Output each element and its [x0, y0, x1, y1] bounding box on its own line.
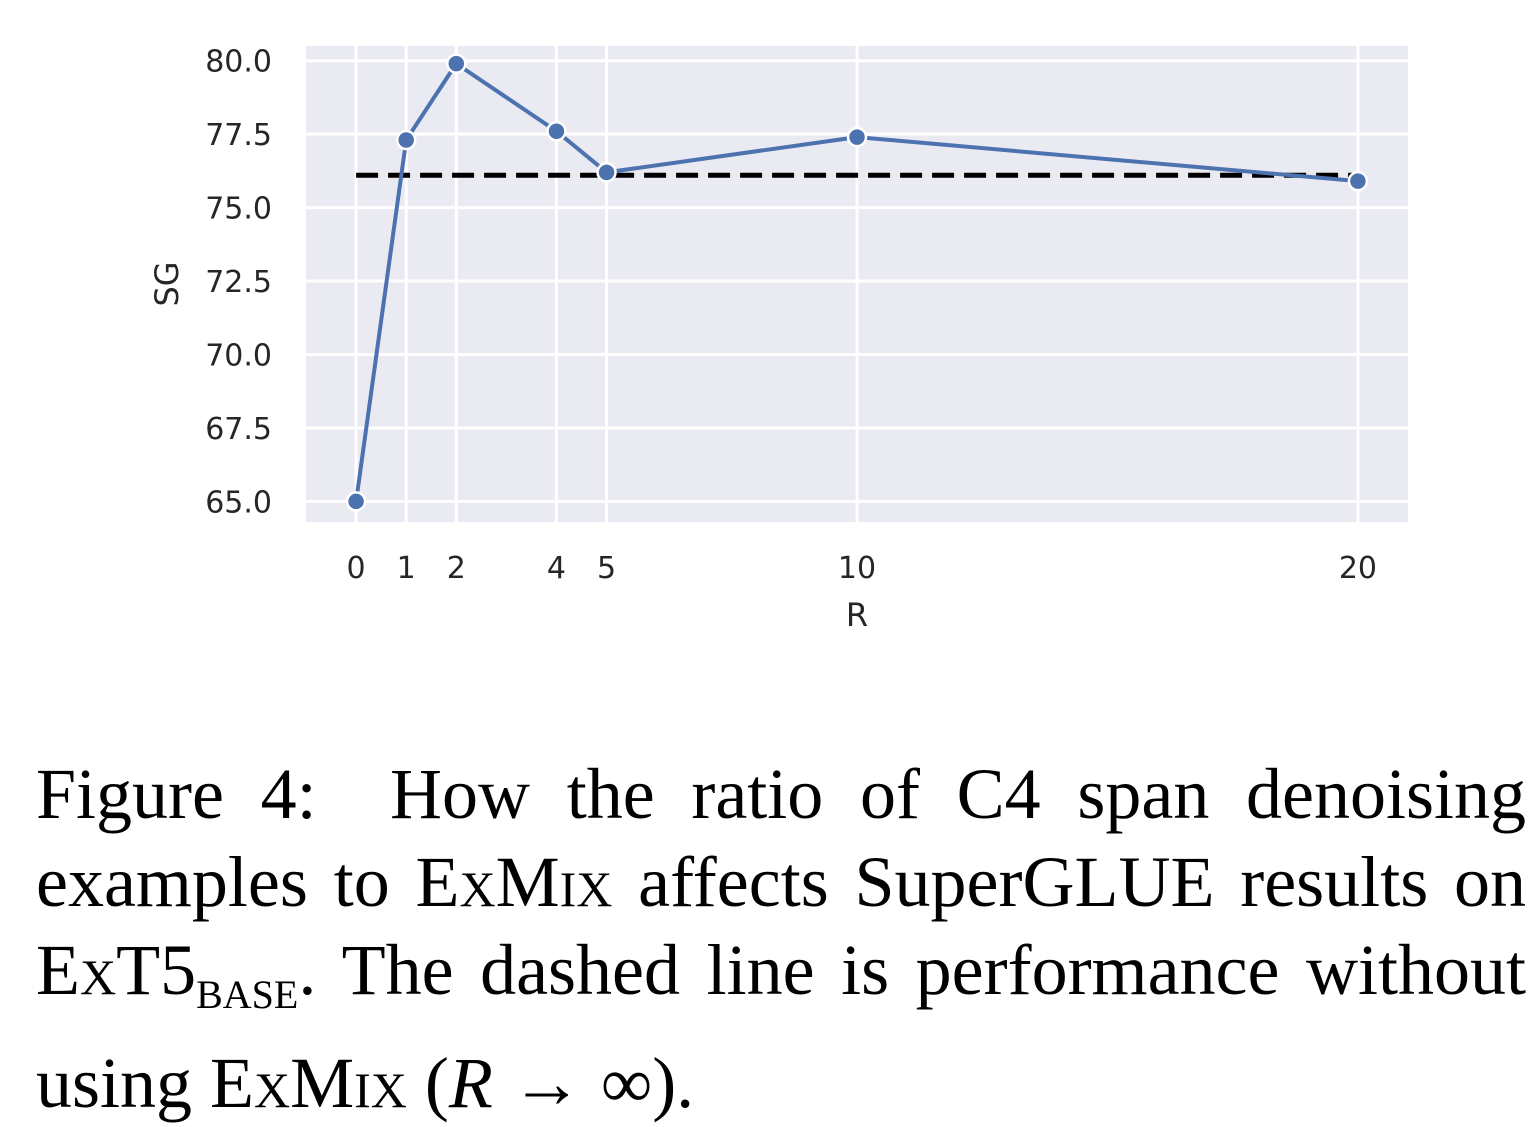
x-tick-label: 10	[838, 551, 876, 586]
r-variable: R	[448, 1043, 493, 1123]
y-tick-label: 77.5	[205, 118, 272, 153]
caption-text-2: affects SuperGLUE results on	[638, 842, 1527, 922]
ext5-subscript: BASE	[196, 972, 299, 1017]
x-tick-label: 20	[1339, 551, 1377, 586]
x-tick-label: 5	[597, 551, 616, 586]
data-point	[546, 120, 567, 142]
y-tick-label: 70.0	[205, 339, 272, 374]
y-tick-labels: 65.0 67.5 70.0 72.5 75.0 77.5 80.0	[205, 45, 272, 521]
gridlines	[306, 46, 1408, 522]
y-tick-label: 65.0	[205, 485, 272, 520]
y-tick-label: 72.5	[205, 265, 272, 300]
data-point	[596, 162, 617, 183]
x-tick-label: 4	[547, 551, 566, 586]
x-tick-labels: 0 1 2 4 5 10 20	[347, 551, 1377, 586]
arrow-infinity: → ∞	[492, 1043, 653, 1123]
x-tick-label: 1	[397, 551, 416, 586]
data-point	[395, 129, 417, 151]
exmix-name: ExMix	[415, 842, 613, 922]
line-chart: 65.0 67.5 70.0 72.5 75.0 77.5 80.0 0 1 2 4 5 10 20 R…	[148, 45, 1408, 634]
series-group	[345, 53, 1369, 512]
y-axis-label: SG	[148, 261, 186, 306]
y-tick-label: 80.0	[205, 45, 272, 80]
data-point	[1347, 170, 1369, 192]
data-point	[846, 126, 868, 148]
caption-paren-open: (	[424, 1043, 449, 1123]
y-tick-label: 75.0	[205, 192, 272, 227]
caption-paren-close: ).	[652, 1043, 695, 1123]
caption-text-1: How the ratio of C4 span denoising examp…	[36, 754, 1527, 922]
x-axis-label: R	[846, 596, 868, 634]
caption-label: Figure 4:	[36, 754, 317, 834]
caption-text-3: . The dashed line is performance without…	[36, 930, 1526, 1123]
x-tick-label: 0	[347, 551, 366, 586]
ext5-name: ExT5BASE	[36, 930, 298, 1017]
figure-caption: Figure 4: How the ratio of C4 span denoi…	[36, 750, 1526, 1127]
data-point	[345, 491, 367, 512]
data-point	[446, 53, 467, 74]
exmix-name-2: ExMix	[210, 1043, 407, 1123]
ext5-name-text: ExT5	[36, 930, 197, 1010]
x-tick-label: 2	[447, 551, 466, 586]
y-tick-label: 67.5	[205, 412, 272, 447]
